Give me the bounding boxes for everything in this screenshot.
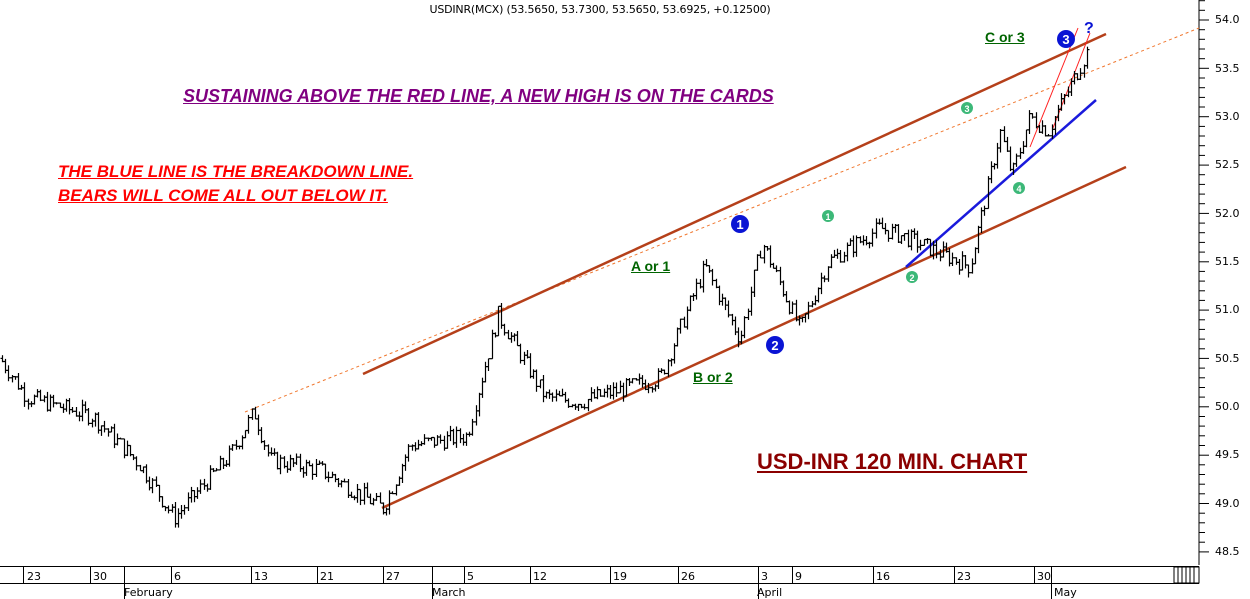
major-wave-marker-1: 1	[731, 215, 749, 233]
minor-wave-marker-3: 3	[961, 102, 973, 114]
annotation-red-line-note: SUSTAINING ABOVE THE RED LINE, A NEW HIG…	[183, 86, 774, 106]
x-tick-label: 9	[795, 570, 802, 583]
x-tick-label: 21	[320, 570, 334, 583]
wave-question-mark: ?	[1084, 20, 1094, 37]
x-month-label: March	[432, 586, 466, 599]
y-tick-label: 50.0	[1215, 400, 1240, 413]
x-tick-label: 6	[174, 570, 181, 583]
lower-channel-line	[381, 165, 1127, 510]
svg-text:2: 2	[771, 338, 778, 353]
annotation-blue-line-note: THE BLUE LINE IS THE BREAKDOWN LINE.	[58, 162, 414, 181]
y-tick-label: 50.5	[1215, 352, 1240, 365]
y-tick-label: 49.0	[1215, 497, 1240, 510]
x-tick-label: 23	[27, 570, 41, 583]
wave-label-b-or-2: B or 2	[693, 369, 733, 385]
y-tick-label: 52.0	[1215, 207, 1240, 220]
x-month-label: February	[124, 586, 173, 599]
svg-text:4: 4	[1016, 184, 1021, 194]
minor-wave-marker-2: 2	[906, 271, 918, 283]
y-tick-label: 51.0	[1215, 303, 1240, 316]
major-wave-marker-2: 2	[766, 336, 784, 354]
x-tick-label: 30	[93, 570, 107, 583]
y-tick-label: 49.5	[1215, 448, 1240, 461]
x-month-label: April	[757, 586, 783, 599]
breakdown-line	[905, 99, 1097, 268]
chart-title: USDINR(MCX) (53.5650, 53.7300, 53.5650, …	[429, 3, 771, 16]
major-wave-marker-3: 3	[1057, 30, 1075, 48]
annotation-bears-note: BEARS WILL COME ALL OUT BELOW IT.	[58, 186, 388, 205]
x-tick-label: 13	[254, 570, 268, 583]
svg-text:3: 3	[964, 104, 969, 114]
x-tick-label: 23	[957, 570, 971, 583]
svg-text:1: 1	[736, 217, 743, 232]
minor-wave-marker-1: 1	[822, 210, 834, 222]
upper-channel-line	[362, 32, 1107, 376]
y-tick-label: 52.5	[1215, 158, 1240, 171]
svg-text:1: 1	[825, 212, 830, 222]
svg-text:3: 3	[1062, 32, 1069, 47]
x-tick-label: 3	[761, 570, 768, 583]
chart-caption: USD-INR 120 MIN. CHART	[757, 449, 1028, 474]
y-tick-label: 48.5	[1215, 545, 1240, 558]
y-axis-ticks	[1199, 0, 1209, 553]
minor-wave-marker-4: 4	[1013, 182, 1025, 194]
y-tick-label: 53.5	[1215, 62, 1240, 75]
x-tick-label: 5	[467, 570, 474, 583]
x-tick-label: 26	[681, 570, 695, 583]
svg-text:2: 2	[909, 273, 914, 283]
wave-label-a-or-1: A or 1	[631, 258, 671, 274]
y-tick-label: 53.0	[1215, 110, 1240, 123]
x-tick-label: 27	[386, 570, 400, 583]
ohlc-bars	[0, 46, 1090, 528]
x-tick-label: 16	[876, 570, 890, 583]
x-month-label: May	[1054, 586, 1077, 599]
x-tick-label: 30	[1037, 570, 1051, 583]
x-tick-label: 12	[533, 570, 547, 583]
wave-label-c-or-3: C or 3	[985, 29, 1025, 45]
x-axis-scroll-handle[interactable]	[1173, 566, 1200, 584]
x-tick-label: 19	[613, 570, 627, 583]
y-tick-label: 54.0	[1215, 13, 1240, 26]
y-tick-label: 51.5	[1215, 255, 1240, 268]
